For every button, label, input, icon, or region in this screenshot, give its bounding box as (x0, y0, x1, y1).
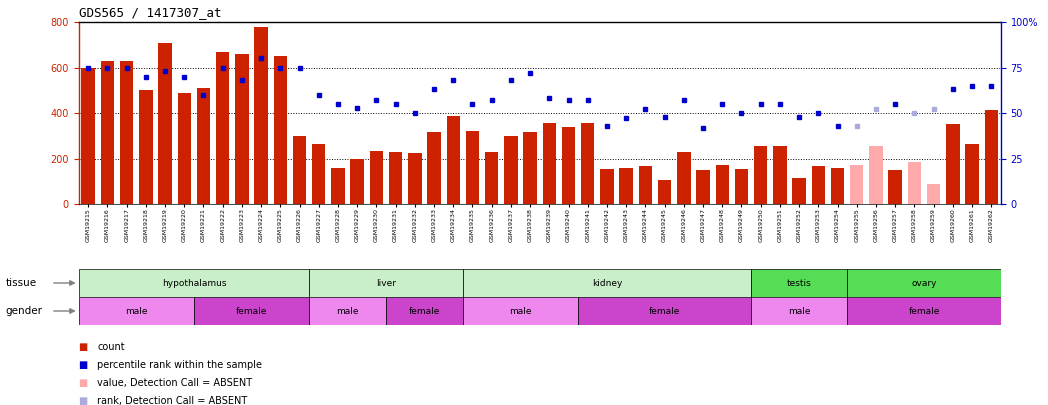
Bar (389, 152, 402, 204)
Text: gender: gender (5, 306, 42, 316)
Text: tissue: tissue (5, 278, 37, 288)
Text: GDS565 / 1417307_at: GDS565 / 1417307_at (79, 6, 221, 19)
Bar (792, 178, 806, 204)
Bar (446, 116, 460, 204)
Bar (309, 297, 386, 325)
Text: male: male (336, 307, 358, 315)
Bar (543, 123, 556, 204)
Bar (751, 269, 847, 297)
Bar (331, 168, 345, 204)
Text: count: count (97, 342, 125, 352)
Bar (889, 170, 902, 204)
Text: value, Detection Call = ABSENT: value, Detection Call = ABSENT (97, 378, 253, 388)
Bar (79, 297, 194, 325)
Text: hypothalamus: hypothalamus (161, 279, 226, 288)
Bar (847, 269, 1001, 297)
Text: male: male (125, 307, 148, 315)
Text: female: female (236, 307, 267, 315)
Bar (463, 297, 578, 325)
Bar (811, 166, 825, 204)
Bar (408, 153, 421, 204)
Bar (386, 297, 463, 325)
Bar (350, 158, 364, 204)
Bar (79, 269, 309, 297)
Bar (601, 169, 614, 204)
Text: male: male (509, 307, 531, 315)
Bar (754, 146, 767, 204)
Bar (658, 180, 672, 204)
Bar (523, 132, 537, 204)
Bar (677, 152, 691, 204)
Text: kidney: kidney (592, 279, 623, 288)
Bar (619, 168, 633, 204)
Bar (177, 93, 191, 204)
Bar (735, 169, 748, 204)
Bar (463, 269, 751, 297)
Bar (908, 162, 921, 204)
Bar (255, 27, 268, 204)
Text: female: female (909, 307, 940, 315)
Text: testis: testis (787, 279, 811, 288)
Text: rank, Detection Call = ABSENT: rank, Detection Call = ABSENT (97, 396, 247, 405)
Bar (696, 170, 709, 204)
Bar (197, 88, 211, 204)
Bar (926, 183, 940, 204)
Bar (428, 132, 441, 204)
Bar (850, 165, 864, 204)
Bar (292, 136, 306, 204)
Bar (216, 51, 230, 204)
Text: ■: ■ (79, 360, 88, 370)
Bar (465, 131, 479, 204)
Bar (312, 144, 326, 204)
Text: percentile rank within the sample: percentile rank within the sample (97, 360, 262, 370)
Text: ■: ■ (79, 378, 88, 388)
Text: female: female (409, 307, 440, 315)
Bar (139, 90, 153, 204)
Text: ■: ■ (79, 342, 88, 352)
Bar (773, 146, 787, 204)
Bar (869, 146, 882, 204)
Bar (101, 61, 114, 204)
Bar (751, 297, 847, 325)
Text: liver: liver (376, 279, 396, 288)
Bar (965, 144, 979, 204)
Bar (716, 165, 729, 204)
Bar (638, 166, 652, 204)
Bar (504, 136, 518, 204)
Bar (984, 110, 998, 204)
Bar (946, 124, 960, 204)
Bar (274, 56, 287, 204)
Bar (158, 43, 172, 204)
Bar (562, 127, 575, 204)
Bar (235, 54, 248, 204)
Text: male: male (788, 307, 810, 315)
Bar (831, 168, 845, 204)
Text: female: female (649, 307, 680, 315)
Bar (194, 297, 309, 325)
Bar (485, 152, 499, 204)
Bar (581, 123, 594, 204)
Bar (578, 297, 751, 325)
Bar (847, 297, 1001, 325)
Text: ■: ■ (79, 396, 88, 405)
Bar (309, 269, 463, 297)
Text: ovary: ovary (912, 279, 937, 288)
Bar (82, 68, 95, 204)
Bar (370, 151, 384, 204)
Bar (119, 61, 133, 204)
